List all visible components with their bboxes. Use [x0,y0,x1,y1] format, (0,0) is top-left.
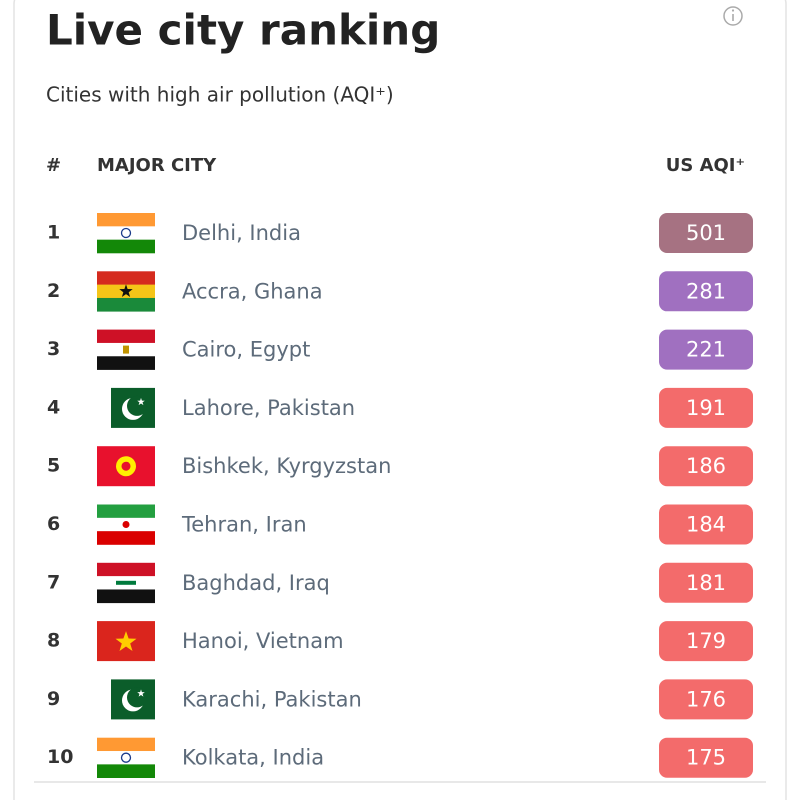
aqi-badge [659,387,753,428]
flag-stripe [97,737,155,752]
info-icon-dot [731,9,735,12]
aqi-value: 186 [686,454,726,478]
table-row: 9 Karachi, Pakistan 176 [47,679,753,720]
flag-stripe [97,329,155,344]
aqi-badge [659,329,753,370]
table-row: 8 Hanoi, Vietnam 179 [47,621,753,662]
flag [111,387,155,428]
flag-stripe [97,589,155,604]
rank: 2 [47,280,60,302]
rank: 4 [47,396,60,418]
aqi-badge [659,446,753,487]
info-icon[interactable] [723,6,743,26]
flag-emblem [123,345,129,354]
flag-stripe [97,764,155,778]
flag [97,271,155,312]
rank: 7 [47,571,60,593]
flag-sun-ring [120,460,132,472]
flag [97,213,155,254]
table-row: 6 Tehran, Iran 184 [47,504,753,545]
aqi-badge [659,271,753,312]
table-row: 3 Cairo, Egypt 221 [47,329,753,370]
card [13,0,787,800]
flag [111,679,155,720]
city-name: Delhi, India [182,221,301,245]
flag-crescent-cut [127,395,147,416]
aqi-badge [659,679,753,720]
city-name: Baghdad, Iraq [182,571,330,595]
table-row: 2 Accra, Ghana 281 [47,271,753,312]
subtitle: Cities with high air pollution (AQI⁺) [46,83,394,107]
aqi-badge [659,213,753,253]
flag-emblem [122,521,130,528]
aqi-value: 184 [686,513,726,537]
flag-star [119,284,133,297]
column-header: MAJOR CITY [97,155,217,176]
flag-stripe [97,239,155,254]
table-row: 10 Kolkata, India 175 [47,737,753,778]
rank: 10 [47,746,73,768]
aqi-value: 179 [686,629,726,653]
flag-star [115,631,137,651]
flag-wheel [120,227,132,239]
flag-stripe [97,356,155,370]
rank: 6 [47,513,60,535]
aqi-value: 221 [686,338,726,362]
flag-stripe [97,531,155,545]
flag-stripe [97,271,155,285]
title: Live city ranking [46,6,440,55]
aqi-badge [659,562,753,603]
city-name: Kolkata, India [182,746,324,770]
table-row: 1 Delhi, India 501 [47,213,753,254]
city-name: Hanoi, Vietnam [182,629,344,653]
aqi-badge [659,737,753,778]
flag-star [137,689,145,697]
flag-stripe [97,226,155,240]
aqi-value: 175 [686,746,726,770]
aqi-value: 176 [686,687,726,711]
flag-stripe [97,562,155,577]
flag [97,504,155,545]
flag-stripe [97,213,155,227]
flag [97,329,155,370]
flag [97,446,155,487]
flag-stripe [97,504,155,519]
city-name: Karachi, Pakistan [182,687,362,711]
flag-star [137,397,145,406]
rank: 9 [47,688,60,710]
flag-crescent-cut [127,687,147,708]
city-name: Lahore, Pakistan [182,396,355,420]
rank: 3 [47,338,60,360]
aqi-value: 501 [686,221,726,245]
flag-script [116,580,136,585]
flag [97,737,155,778]
city-name: Accra, Ghana [182,279,323,303]
table-row: 4 Lahore, Pakistan 191 [47,387,753,428]
flag [97,621,155,662]
city-name: Bishkek, Kyrgyzstan [182,454,391,478]
flag-stripe [97,297,155,312]
flag-stripe [97,751,155,765]
aqi-value: 281 [686,279,726,303]
flag-wheel [120,752,132,763]
table-row: 7 Baghdad, Iraq 181 [47,562,753,604]
aqi-badge [659,504,753,545]
city-name: Cairo, Egypt [182,338,310,362]
column-header: US AQI⁺ [666,155,745,176]
rank: 8 [47,630,60,652]
rank: 5 [47,455,60,477]
table-row: 5 Bishkek, Kyrgyzstan 186 [47,446,753,487]
aqi-badge [659,621,753,662]
aqi-value: 181 [686,571,726,595]
aqi-value: 191 [686,396,726,420]
rank: 1 [47,222,60,244]
flag [97,562,155,604]
city-name: Tehran, Iran [181,513,307,537]
column-header: # [46,155,61,176]
